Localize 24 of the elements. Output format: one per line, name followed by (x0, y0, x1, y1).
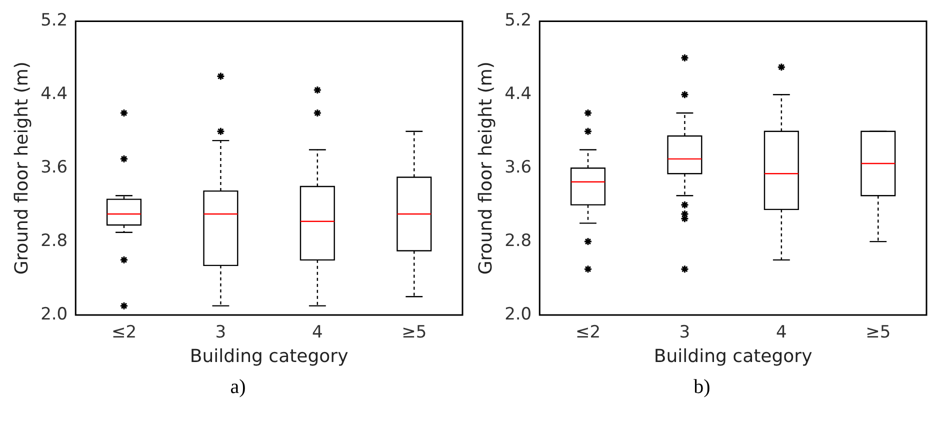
y-tick-label: 2.0 (504, 304, 532, 324)
x-axis-title: Building category (190, 346, 349, 367)
x-tick-label: ≤2 (575, 322, 601, 343)
x-tick-label: 4 (776, 322, 787, 343)
x-tick-label: ≥5 (866, 322, 891, 343)
y-tick-label: 3.6 (504, 158, 532, 178)
x-tick-label: ≥5 (402, 322, 427, 343)
text: a) (229, 376, 247, 399)
x-axis-title: Building category (654, 346, 813, 367)
y-tick-label: 3.6 (40, 158, 68, 178)
text: b) (692, 376, 712, 399)
x-tick-label: 3 (215, 322, 226, 343)
y-tick-label: 2.8 (504, 230, 532, 251)
y-axis-title: Ground floor height (m) (475, 62, 496, 275)
y-tick-label: 4.4 (40, 84, 68, 104)
x-tick-label: 3 (679, 322, 690, 343)
y-tick-label: 4.4 (504, 84, 532, 104)
x-tick-label: 4 (312, 322, 323, 343)
y-tick-label: 2.8 (40, 230, 68, 251)
y-axis-title: Ground floor height (m) (11, 62, 32, 275)
y-tick-label: 5.2 (40, 10, 68, 31)
x-tick-label: ≤2 (111, 322, 137, 343)
y-tick-label: 5.2 (504, 10, 532, 31)
y-tick-label: 2.0 (40, 304, 68, 324)
